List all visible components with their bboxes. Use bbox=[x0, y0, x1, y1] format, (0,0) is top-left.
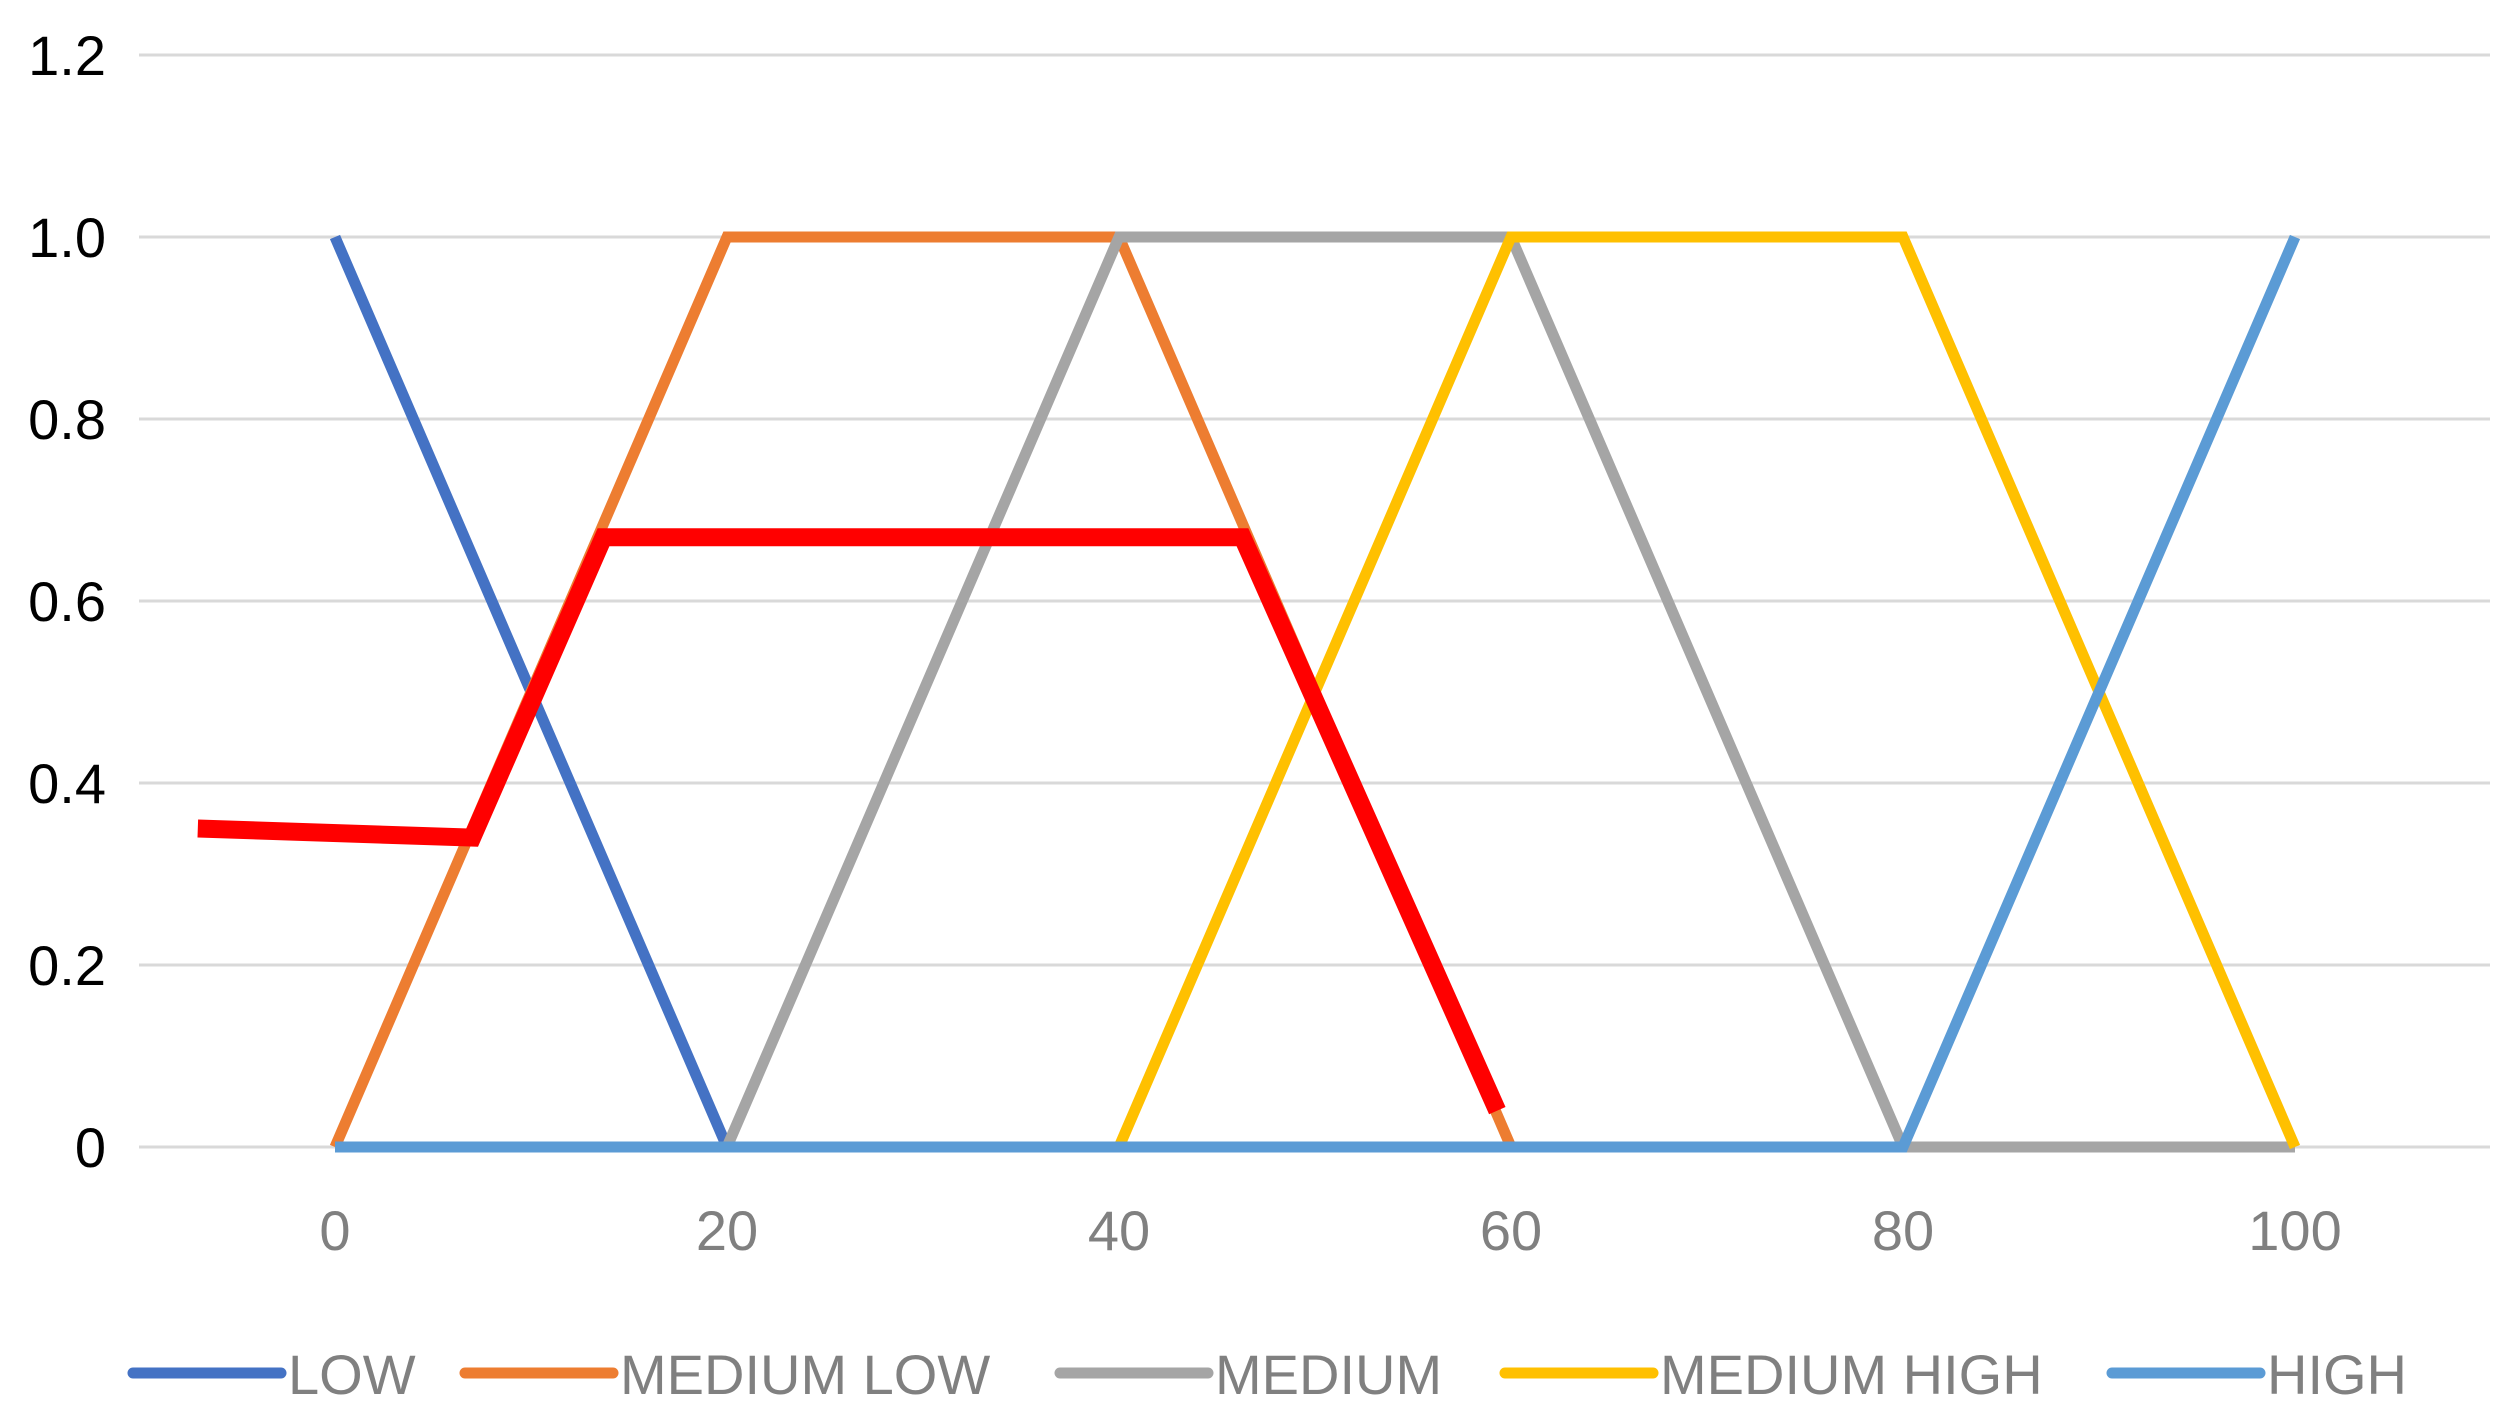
y-tick-label: 0.4 bbox=[28, 752, 106, 815]
x-tick-label: 60 bbox=[1480, 1199, 1542, 1262]
y-tick-label: 0.8 bbox=[28, 388, 106, 451]
series-line-medium bbox=[721, 231, 2295, 1153]
legend-label-medium-high: MEDIUM HIGH bbox=[1660, 1343, 2043, 1406]
y-tick-label: 1.0 bbox=[28, 206, 106, 269]
series-line-red-overlay bbox=[197, 528, 1506, 1115]
y-tick-label: 0 bbox=[75, 1116, 106, 1179]
x-axis-tick-labels: 0 20 40 60 80 100 bbox=[319, 1199, 2341, 1262]
legend-label-low: LOW bbox=[288, 1343, 416, 1406]
x-tick-label: 80 bbox=[1872, 1199, 1934, 1262]
legend-label-high: HIGH bbox=[2267, 1343, 2407, 1406]
series-lines bbox=[197, 231, 2301, 1153]
legend-label-medium-low: MEDIUM LOW bbox=[620, 1343, 990, 1406]
series-line-high bbox=[335, 234, 2301, 1153]
x-tick-label: 20 bbox=[696, 1199, 758, 1262]
y-tick-label: 0.2 bbox=[28, 934, 106, 997]
y-tick-label: 0.6 bbox=[28, 570, 106, 633]
legend-label-medium: MEDIUM bbox=[1215, 1343, 1442, 1406]
y-axis-tick-labels: 0 0.2 0.4 0.6 0.8 1.0 1.2 bbox=[28, 24, 106, 1179]
y-tick-label: 1.2 bbox=[28, 24, 106, 87]
x-tick-label: 100 bbox=[2248, 1199, 2341, 1262]
legend: LOW MEDIUM LOW MEDIUM MEDIUM HIGH HIGH bbox=[127, 1343, 2407, 1406]
x-tick-label: 0 bbox=[319, 1199, 350, 1262]
x-tick-label: 40 bbox=[1088, 1199, 1150, 1262]
